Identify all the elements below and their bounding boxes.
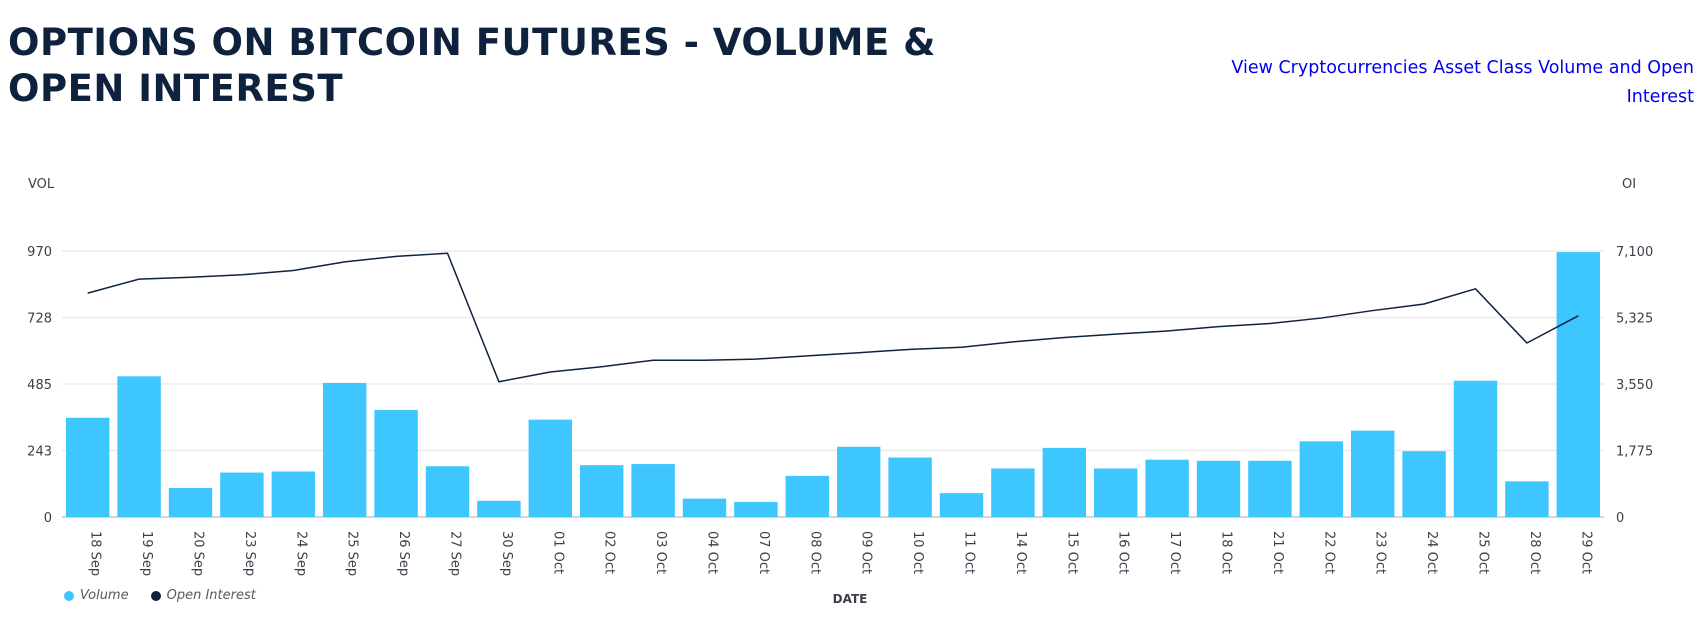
volume-bar[interactable] xyxy=(477,500,521,517)
x-tick-label: 30 Sep xyxy=(499,531,514,576)
volume-bar[interactable] xyxy=(631,464,675,517)
page-title: OPTIONS ON BITCOIN FUTURES - VOLUME & OP… xyxy=(8,21,936,110)
x-tick-label: 01 Oct xyxy=(550,531,565,574)
legend-volume[interactable]: Volume xyxy=(64,588,129,603)
x-tick-label: 22 Oct xyxy=(1321,531,1336,574)
volume-bar[interactable] xyxy=(837,446,881,517)
x-tick-label: 09 Oct xyxy=(859,531,874,574)
x-tick-label: 18 Oct xyxy=(1219,531,1234,574)
volume-bar[interactable] xyxy=(785,475,829,517)
open-interest-dot-icon xyxy=(150,590,161,601)
x-tick-label: 07 Oct xyxy=(756,531,771,574)
volume-bar[interactable] xyxy=(1556,252,1600,517)
left-tick-label: 0 xyxy=(44,511,52,526)
x-tick-label: 21 Oct xyxy=(1270,531,1285,574)
x-tick-label: 11 Oct xyxy=(962,531,977,574)
legend-volume-label: Volume xyxy=(80,588,129,603)
legend-oi-label: Open Interest xyxy=(166,588,256,603)
x-tick-label: 29 Oct xyxy=(1578,531,1593,574)
volume-bar[interactable] xyxy=(117,376,161,517)
volume-bar[interactable] xyxy=(66,417,110,517)
asset-class-volume-link[interactable]: View Cryptocurrencies Asset Class Volume… xyxy=(1231,58,1694,107)
x-tick-label: 28 Oct xyxy=(1527,531,1542,574)
volume-bar[interactable] xyxy=(1351,430,1395,517)
x-tick-label: 25 Oct xyxy=(1476,531,1491,574)
open-interest-line xyxy=(87,252,1579,383)
right-tick-label: 1,775 xyxy=(1616,445,1653,460)
volume-bar[interactable] xyxy=(1042,447,1086,517)
volume-bar[interactable] xyxy=(374,410,418,517)
volume-bar[interactable] xyxy=(1248,460,1292,517)
x-tick-label: 25 Sep xyxy=(345,531,360,576)
right-tick-label: 5,325 xyxy=(1616,312,1653,327)
right-tick-label: 7,100 xyxy=(1616,245,1653,260)
x-tick-label: 23 Oct xyxy=(1373,531,1388,574)
volume-bar[interactable] xyxy=(1402,451,1446,517)
x-tick-label: 04 Oct xyxy=(705,531,720,574)
left-axis-title: VOL xyxy=(28,177,55,192)
volume-dot-icon xyxy=(64,590,74,601)
right-axis-title: OI xyxy=(1622,177,1636,192)
volume-bar[interactable] xyxy=(528,419,572,517)
left-tick-label: 243 xyxy=(27,445,52,460)
volume-bar[interactable] xyxy=(1196,460,1241,517)
x-tick-label: 27 Sep xyxy=(448,531,463,576)
volume-bar[interactable] xyxy=(1094,468,1138,517)
left-tick-label: 485 xyxy=(27,378,52,393)
x-tick-label: 14 Oct xyxy=(1013,531,1028,574)
legend: Volume Open Interest xyxy=(64,588,256,603)
volume-bar[interactable] xyxy=(580,465,624,517)
right-tick-label: 0 xyxy=(1616,511,1624,526)
legend-open-interest[interactable]: Open Interest xyxy=(150,588,256,603)
x-axis-title: DATE xyxy=(833,592,868,606)
volume-bar[interactable] xyxy=(425,466,470,517)
volume-bar[interactable] xyxy=(734,501,778,517)
volume-bar[interactable] xyxy=(1145,459,1189,517)
volume-bar[interactable] xyxy=(1453,380,1498,517)
left-tick-label: 970 xyxy=(27,245,52,260)
x-tick-label: 24 Sep xyxy=(293,531,308,576)
volume-bar[interactable] xyxy=(939,493,984,517)
x-tick-label: 02 Oct xyxy=(602,531,617,574)
volume-bar[interactable] xyxy=(1299,441,1343,517)
volume-bar[interactable] xyxy=(1505,481,1549,517)
x-tick-label: 17 Oct xyxy=(1167,531,1182,574)
x-tick-label: 20 Sep xyxy=(191,531,206,576)
x-tick-label: 03 Oct xyxy=(653,531,668,574)
volume-bar[interactable] xyxy=(168,487,213,517)
x-tick-label: 08 Oct xyxy=(807,531,822,574)
volume-bar[interactable] xyxy=(888,457,932,517)
right-tick-label: 3,550 xyxy=(1616,378,1653,393)
volume-bar[interactable] xyxy=(991,468,1035,517)
x-tick-label: 23 Sep xyxy=(242,531,257,576)
volume-bar[interactable] xyxy=(271,471,315,517)
x-tick-label: 10 Oct xyxy=(910,531,925,574)
x-tick-label: 24 Oct xyxy=(1424,531,1439,574)
volume-bar[interactable] xyxy=(323,382,367,517)
x-tick-label: 19 Sep xyxy=(139,531,154,576)
x-tick-label: 15 Oct xyxy=(1064,531,1079,574)
left-tick-label: 728 xyxy=(27,312,52,327)
x-tick-label: 26 Sep xyxy=(396,531,411,576)
volume-bar[interactable] xyxy=(682,498,727,517)
volume-bar[interactable] xyxy=(220,472,264,517)
x-tick-label: 16 Oct xyxy=(1116,531,1131,574)
x-tick-label: 18 Sep xyxy=(88,531,103,576)
